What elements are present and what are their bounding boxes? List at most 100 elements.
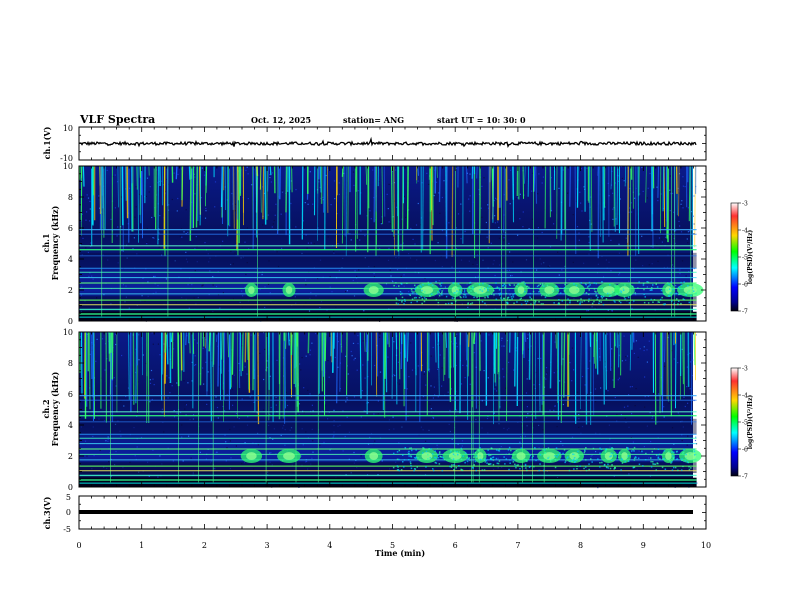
- spectrogram-speckle: [423, 373, 425, 375]
- spectrogram-speckle: [469, 173, 471, 175]
- hiss-speckle: [486, 295, 489, 298]
- hiss-speckle: [564, 283, 566, 286]
- spectrogram-speckle: [275, 396, 277, 399]
- hiss-speckle: [631, 285, 634, 288]
- hiss-speckle: [557, 454, 559, 456]
- chorus-blob-core: [283, 452, 295, 460]
- spectrogram-speckle: [191, 284, 193, 286]
- spectrogram-speckle: [439, 212, 441, 214]
- spectrogram-speckle: [455, 342, 458, 344]
- spectrogram-speckle: [526, 378, 528, 380]
- hiss-speckle: [416, 293, 418, 295]
- hiss-speckle: [513, 293, 516, 295]
- spec-ytick-label: 6: [68, 224, 73, 233]
- hiss-speckle: [673, 303, 675, 305]
- spectrogram-speckle: [416, 259, 418, 261]
- hiss-speckle: [611, 452, 613, 455]
- spectrogram-speckle: [106, 358, 108, 360]
- hiss-speckle: [686, 461, 689, 463]
- spectrogram-speckle: [273, 428, 275, 430]
- hiss-speckle: [573, 457, 576, 459]
- spectrogram-speckle: [476, 254, 478, 256]
- hiss-speckle: [461, 469, 463, 471]
- hiss-speckle: [516, 285, 518, 288]
- hiss-speckle: [540, 303, 543, 305]
- spectrogram-speckle: [319, 186, 321, 188]
- spectrogram-speckle: [388, 183, 390, 185]
- spectrogram-speckle: [339, 388, 341, 390]
- spectrogram-speckle: [578, 418, 580, 420]
- hiss-speckle: [568, 469, 571, 472]
- hiss-speckle: [573, 453, 576, 456]
- spectrogram-speckle: [369, 436, 371, 438]
- spectrogram-speckle: [335, 306, 337, 308]
- spectrogram-speckle: [101, 338, 104, 340]
- spectrogram-speckle: [637, 356, 639, 358]
- hiss-speckle: [454, 287, 457, 290]
- hiss-speckle: [532, 290, 535, 293]
- spectrogram-speckle: [247, 416, 249, 418]
- sferic-streak: [391, 165, 393, 232]
- hiss-speckle: [475, 469, 477, 472]
- hiss-speckle: [430, 282, 432, 284]
- spectrogram-speckle: [154, 283, 156, 285]
- spectrogram-speckle: [455, 247, 457, 249]
- spectrogram-speckle: [312, 451, 314, 453]
- spectrogram-speckle: [590, 455, 592, 457]
- spectrogram-speckle: [651, 416, 654, 418]
- hiss-speckle: [398, 285, 400, 287]
- hiss-speckle: [411, 292, 414, 294]
- hiss-speckle: [514, 463, 516, 466]
- spectrogram-speckle: [259, 352, 261, 354]
- date-label: Oct. 12, 2025: [251, 115, 311, 125]
- hiss-speckle: [487, 296, 489, 299]
- spectrogram-speckle: [625, 359, 627, 361]
- spectrogram-speckle: [628, 394, 630, 396]
- spectrogram-speckle: [631, 307, 633, 309]
- spectrogram-speckle: [187, 231, 189, 233]
- spectrogram-speckle: [508, 269, 511, 271]
- spectrogram-speckle: [432, 416, 434, 418]
- spectrogram-speckle: [397, 361, 399, 363]
- hiss-speckle: [601, 287, 603, 289]
- x-tick-label: 3: [265, 541, 270, 550]
- spectrogram-speckle: [311, 342, 313, 344]
- spectrogram-speckle: [670, 190, 672, 192]
- spectrogram-speckle: [460, 203, 462, 205]
- spectrogram-speckle: [639, 450, 641, 452]
- spectrogram-speckle: [579, 191, 581, 193]
- spectrogram-speckle: [682, 185, 684, 187]
- hiss-speckle: [400, 293, 402, 296]
- spectrogram-speckle: [217, 417, 219, 419]
- spectrogram-speckle: [469, 383, 471, 385]
- hiss-speckle: [663, 303, 666, 306]
- spectrogram-speckle: [87, 197, 90, 199]
- spectrogram-speckle: [107, 440, 109, 442]
- spectrogram-speckle: [522, 226, 524, 228]
- spectrogram-speckle: [290, 427, 293, 429]
- spectrogram-speckle: [364, 377, 366, 379]
- spectrogram-speckle: [571, 380, 573, 382]
- spectrogram-speckle: [588, 236, 590, 238]
- hiss-speckle: [398, 458, 400, 461]
- sferic-streak: [248, 331, 251, 393]
- hiss-speckle: [502, 297, 505, 300]
- spectrogram-speckle: [692, 359, 694, 361]
- hiss-speckle: [479, 458, 481, 461]
- hiss-speckle: [460, 296, 462, 299]
- spectrogram-speckle: [163, 431, 165, 433]
- spectrogram-speckle: [121, 250, 123, 252]
- spectrogram-speckle: [403, 195, 405, 197]
- spectrogram-speckle: [553, 409, 555, 411]
- hiss-speckle: [573, 461, 576, 463]
- ch1-ytick-bottom: -10: [60, 154, 73, 163]
- spectrogram-speckle: [495, 390, 498, 392]
- spectrogram-speckle: [389, 269, 391, 271]
- hiss-speckle: [658, 301, 661, 303]
- spectrogram-speckle: [531, 413, 533, 416]
- spectrogram-speckle: [690, 211, 692, 213]
- hiss-speckle: [661, 296, 663, 299]
- hiss-speckle: [617, 456, 620, 459]
- spectrogram-speckle: [526, 425, 528, 427]
- spectrogram-speckle: [93, 455, 95, 457]
